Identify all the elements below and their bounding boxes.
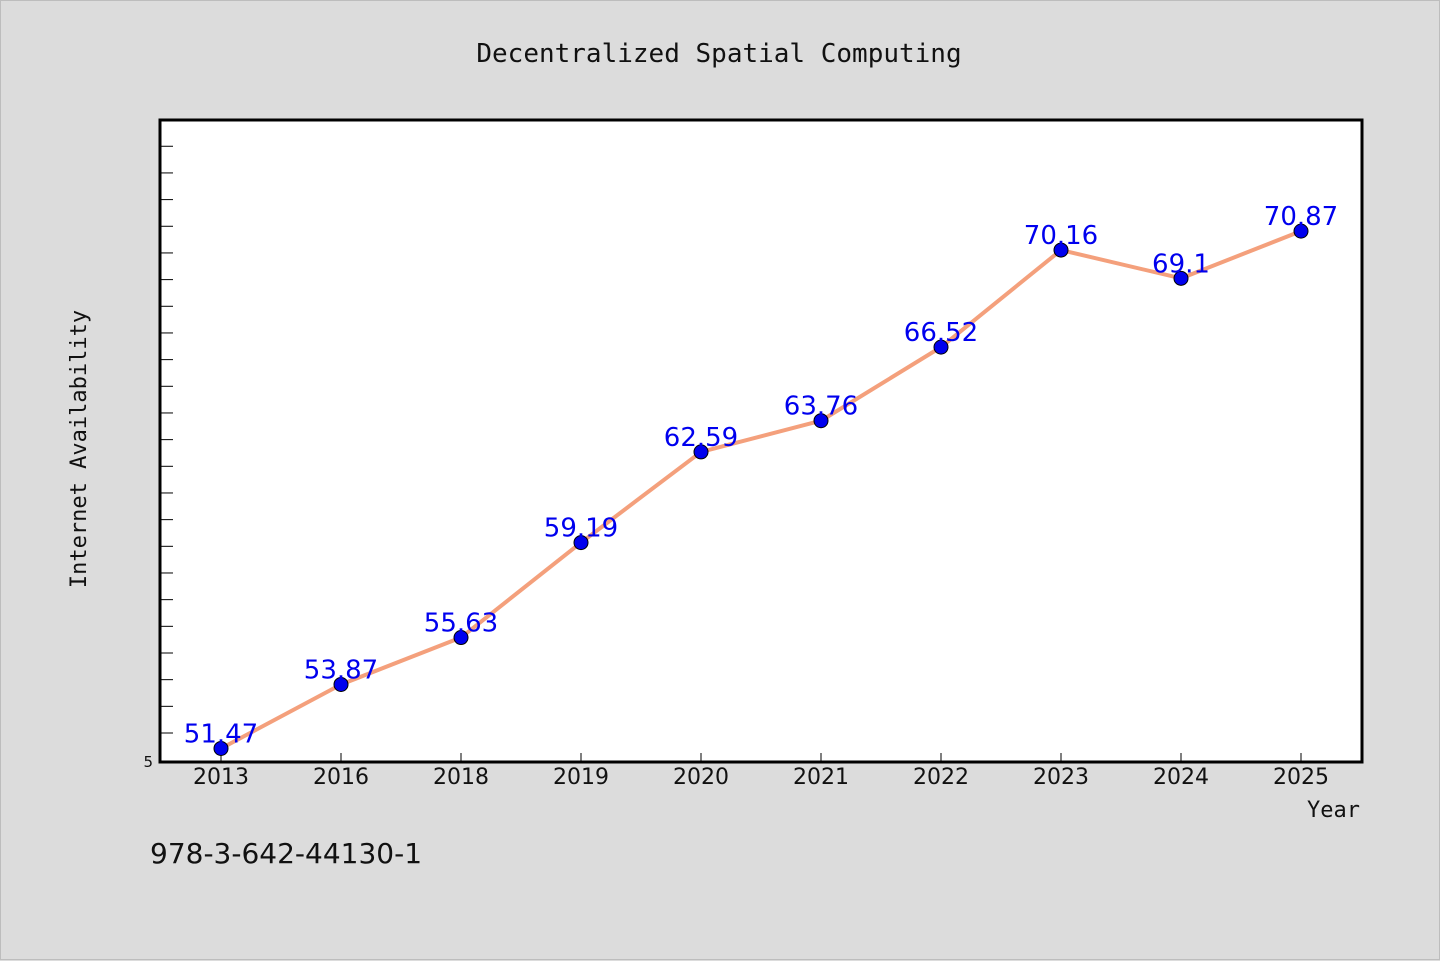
series-line	[220, 229, 1302, 751]
x-tick-label: 2024	[1153, 765, 1209, 790]
y-axis-title: Internet Availability	[67, 310, 92, 588]
data-point	[573, 535, 589, 551]
y-axis-ticks	[161, 145, 173, 734]
data-point	[1293, 223, 1309, 239]
plot-area	[158, 118, 1364, 764]
x-tick-label: 2016	[313, 765, 369, 790]
data-point	[813, 413, 829, 429]
data-point	[1053, 242, 1069, 258]
x-tick-label: 2018	[433, 765, 489, 790]
data-point	[693, 444, 709, 460]
data-point	[213, 740, 229, 756]
series-line-layer	[220, 229, 1302, 751]
series-marker-layer	[213, 223, 1309, 756]
chart-title: Decentralized Spatial Computing	[476, 39, 961, 69]
data-point	[933, 339, 949, 355]
x-tick-label: 2021	[793, 765, 849, 790]
data-label-layer: 51.47 53.87 55.63 59.19 62.59 63.76 66.52 70.16…	[184, 202, 1338, 749]
data-label: 70.87	[1264, 202, 1338, 232]
isbn-label: 978-3-642-44130-1	[150, 837, 422, 870]
x-tick-label: 2022	[913, 765, 969, 790]
x-tick-label: 2023	[1033, 765, 1089, 790]
data-label: 53.87	[304, 655, 378, 685]
data-point	[1173, 270, 1189, 286]
x-tick-label: 2019	[553, 765, 609, 790]
x-axis-ticks: 2013 2016 2018 2019 2020 2021 2022 2023 2024 2025	[193, 753, 1329, 790]
x-axis-title: Year	[1307, 798, 1360, 823]
data-label: 62.59	[664, 423, 738, 453]
data-label: 59.19	[544, 514, 618, 544]
data-point	[333, 676, 349, 692]
data-label: 70.16	[1024, 221, 1098, 251]
x-tick-label: 2025	[1273, 765, 1329, 790]
data-label: 69.1	[1152, 249, 1210, 279]
y-tick-label: 5	[143, 753, 153, 771]
data-label: 55.63	[424, 609, 498, 639]
data-label: 66.52	[904, 318, 978, 348]
x-tick-label: 2013	[193, 765, 249, 790]
data-label: 63.76	[784, 392, 858, 422]
x-tick-label: 2020	[673, 765, 729, 790]
data-point	[453, 630, 469, 646]
data-label: 51.47	[184, 719, 258, 749]
